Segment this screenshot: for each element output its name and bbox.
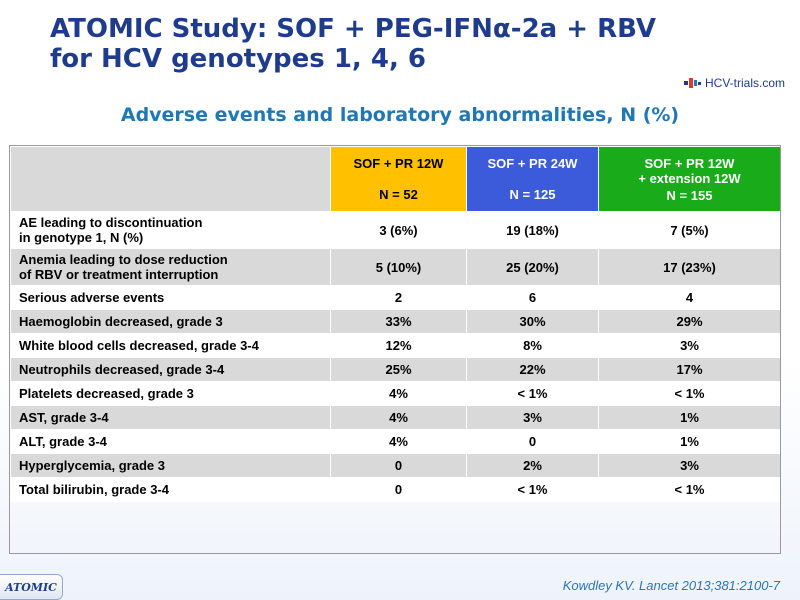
header-sof-pr-12w: SOF + PR 12W N = 52 [330, 146, 467, 212]
cell-sof-pr-12w: 33% [330, 309, 467, 334]
cell-sof-pr-24w: 0 [466, 429, 599, 454]
cell-sof-pr-12w: 0 [330, 453, 467, 478]
cell-sof-pr-12w-extension: 3% [598, 453, 781, 478]
cell-sof-pr-24w: 8% [466, 333, 599, 358]
cell-sof-pr-12w-extension: 17% [598, 357, 781, 382]
header-sof-pr-24w: SOF + PR 24W N = 125 [466, 146, 599, 212]
cell-sof-pr-24w: 22% [466, 357, 599, 382]
slide-title-line2: for HCV genotypes 1, 4, 6 [50, 44, 426, 74]
row-label: Hyperglycemia, grade 3 [10, 453, 331, 478]
cell-sof-pr-24w: < 1% [466, 477, 599, 502]
row-label: AST, grade 3-4 [10, 405, 331, 430]
study-badge: ATOMIC [0, 574, 63, 600]
table-row: Hyperglycemia, grade 3 0 2% 3% [10, 453, 781, 478]
row-label: ALT, grade 3-4 [10, 429, 331, 454]
header-n-count: N = 125 [509, 187, 556, 202]
cell-sof-pr-12w: 5 (10%) [330, 248, 467, 286]
cell-sof-pr-24w: 3% [466, 405, 599, 430]
row-label-line1: Anemia leading to dose reduction [19, 252, 228, 267]
header-arm-label: SOF + PR 12W [353, 156, 444, 171]
cell-sof-pr-12w-extension: 17 (23%) [598, 248, 781, 286]
logo-mark-icon [684, 78, 701, 88]
row-label: White blood cells decreased, grade 3-4 [10, 333, 331, 358]
cell-sof-pr-12w: 3 (6%) [330, 211, 467, 249]
row-label: Haemoglobin decreased, grade 3 [10, 309, 331, 334]
cell-sof-pr-12w: 4% [330, 381, 467, 406]
table-row: White blood cells decreased, grade 3-4 1… [10, 333, 781, 358]
cell-sof-pr-12w: 12% [330, 333, 467, 358]
row-label: Neutrophils decreased, grade 3-4 [10, 357, 331, 382]
table-row: ALT, grade 3-4 4% 0 1% [10, 429, 781, 454]
cell-sof-pr-24w: 6 [466, 285, 599, 310]
cell-sof-pr-24w: 19 (18%) [466, 211, 599, 249]
cell-sof-pr-24w: 2% [466, 453, 599, 478]
table-row: AE leading to discontinuation in genotyp… [10, 211, 781, 249]
cell-sof-pr-24w: 25 (20%) [466, 248, 599, 286]
table-row: AST, grade 3-4 4% 3% 1% [10, 405, 781, 430]
cell-sof-pr-12w: 25% [330, 357, 467, 382]
header-blank-cell [10, 146, 331, 212]
hcv-trials-logo: HCV-trials.com [684, 76, 785, 90]
slide-title-line1: ATOMIC Study: SOF + PEG-IFNα-2a + RBV [50, 14, 656, 44]
cell-sof-pr-12w-extension: 4 [598, 285, 781, 310]
adverse-events-table: SOF + PR 12W N = 52 SOF + PR 24W N = 125… [10, 146, 781, 502]
row-label: AE leading to discontinuation in genotyp… [10, 211, 331, 249]
row-label: Anemia leading to dose reduction of RBV … [10, 248, 331, 286]
cell-sof-pr-12w: 4% [330, 429, 467, 454]
header-arm-label: SOF + PR 12W [644, 155, 735, 171]
cell-sof-pr-12w-extension: < 1% [598, 381, 781, 406]
table-row: Neutrophils decreased, grade 3-4 25% 22%… [10, 357, 781, 382]
header-n-count: N = 52 [379, 187, 418, 202]
cell-sof-pr-12w: 2 [330, 285, 467, 310]
table-row: Anemia leading to dose reduction of RBV … [10, 248, 781, 286]
table-row: Total bilirubin, grade 3-4 0 < 1% < 1% [10, 477, 781, 502]
citation: Kowdley KV. Lancet 2013;381:2100-7 [562, 578, 780, 593]
cell-sof-pr-24w: 30% [466, 309, 599, 334]
cell-sof-pr-12w-extension: 3% [598, 333, 781, 358]
row-label-line2: in genotype 1, N (%) [19, 230, 144, 245]
table-row: Serious adverse events 2 6 4 [10, 285, 781, 310]
slide-title: ATOMIC Study: SOF + PEG-IFNα-2a + RBV fo… [50, 14, 656, 74]
cell-sof-pr-24w: < 1% [466, 381, 599, 406]
header-arm-label: SOF + PR 24W [487, 156, 578, 171]
slide-subtitle: Adverse events and laboratory abnormalit… [120, 104, 680, 126]
cell-sof-pr-12w-extension: 29% [598, 309, 781, 334]
cell-sof-pr-12w: 4% [330, 405, 467, 430]
logo-text: HCV-trials.com [705, 76, 786, 90]
header-arm-extension: + extension 12W [638, 170, 741, 186]
row-label: Serious adverse events [10, 285, 331, 310]
table-row: Haemoglobin decreased, grade 3 33% 30% 2… [10, 309, 781, 334]
row-label-line2: of RBV or treatment interruption [19, 267, 219, 282]
table-header-row: SOF + PR 12W N = 52 SOF + PR 24W N = 125… [10, 146, 781, 212]
header-n-count: N = 155 [666, 187, 713, 203]
cell-sof-pr-12w-extension: 1% [598, 429, 781, 454]
row-label-line1: AE leading to discontinuation [19, 215, 203, 230]
header-sof-pr-12w-extension: SOF + PR 12W + extension 12W N = 155 [598, 146, 781, 212]
cell-sof-pr-12w-extension: < 1% [598, 477, 781, 502]
cell-sof-pr-12w-extension: 7 (5%) [598, 211, 781, 249]
table-row: Platelets decreased, grade 3 4% < 1% < 1… [10, 381, 781, 406]
row-label: Platelets decreased, grade 3 [10, 381, 331, 406]
row-label: Total bilirubin, grade 3-4 [10, 477, 331, 502]
cell-sof-pr-12w-extension: 1% [598, 405, 781, 430]
cell-sof-pr-12w: 0 [330, 477, 467, 502]
